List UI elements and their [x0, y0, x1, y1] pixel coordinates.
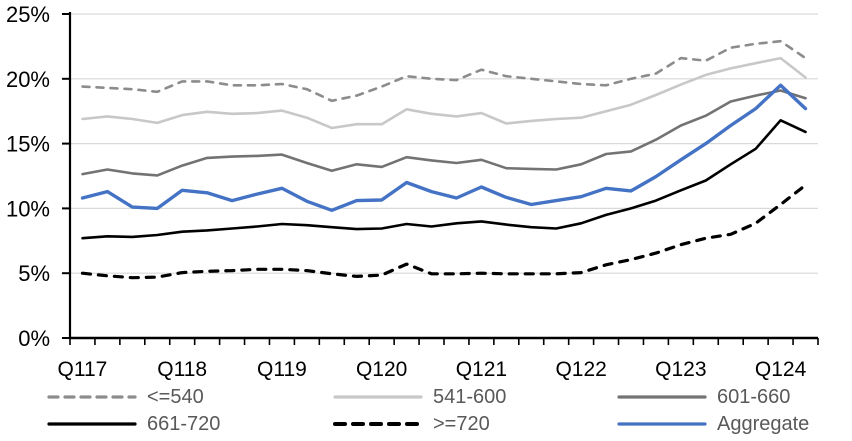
legend-item-541-600: 541-600 — [333, 384, 506, 410]
series-line-601-660 — [81, 89, 807, 177]
series-line-661-720 — [81, 119, 807, 240]
y-axis-tick-label: 0% — [18, 326, 50, 351]
legend-swatch-black — [47, 422, 137, 426]
legend-item-661-720: 661-720 — [47, 411, 220, 437]
series-line-aggregate — [80, 83, 808, 213]
legend-swatch-dashed-black — [333, 422, 423, 426]
y-axis-tick-label: 25% — [6, 2, 50, 27]
series-line--540 — [81, 39, 807, 103]
x-axis-tick-label: Q117 — [58, 358, 108, 381]
x-axis-tick-label: Q121 — [456, 358, 507, 381]
legend-label: 601-660 — [717, 386, 791, 408]
x-axis-tick-label: Q123 — [655, 358, 706, 381]
series-line--720 — [80, 183, 808, 280]
legend-label: 541-600 — [433, 386, 507, 408]
series-line-541-600 — [81, 56, 807, 130]
legend-label: <=540 — [147, 386, 204, 408]
x-axis-tick-label: Q118 — [157, 358, 207, 381]
legend-label: 661-720 — [147, 413, 221, 435]
x-axis-tick-label: Q120 — [356, 358, 407, 381]
y-axis-tick-label: 20% — [6, 67, 50, 92]
legend-item-ge-720: >=720 — [333, 411, 490, 437]
legend-swatch-blue — [617, 422, 707, 426]
legend-label: >=720 — [433, 413, 490, 435]
legend-swatch-light-gray — [333, 395, 423, 399]
y-axis-tick-label: 5% — [18, 261, 50, 286]
legend-item-le-540: <=540 — [47, 384, 204, 410]
legend-item-aggregate: Aggregate — [617, 411, 809, 437]
y-axis-tick-label: 15% — [6, 132, 50, 157]
legend-label: Aggregate — [717, 413, 810, 435]
x-axis-tick-label: Q122 — [555, 358, 606, 381]
legend-item-601-660: 601-660 — [617, 384, 790, 410]
x-axis-tick-label: Q124 — [755, 358, 807, 381]
legend-swatch-dark-gray — [617, 395, 707, 399]
y-axis-tick-label: 10% — [6, 196, 50, 221]
legend-swatch-dashed-gray — [47, 395, 137, 399]
x-axis-tick-label: Q119 — [257, 358, 307, 381]
